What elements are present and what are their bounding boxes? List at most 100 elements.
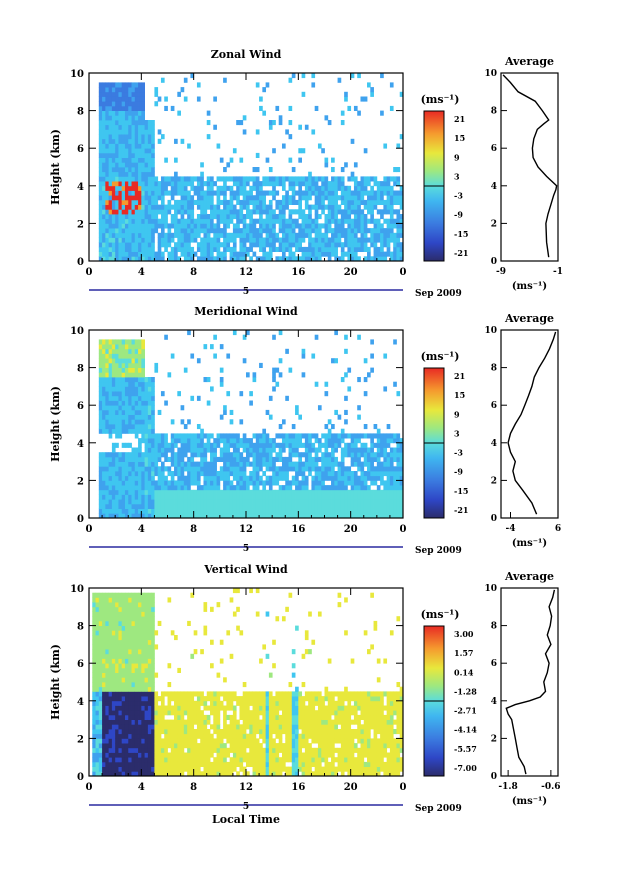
heatmap-cell (102, 696, 106, 702)
heatmap-cell (108, 503, 113, 509)
heatmap-cell (174, 442, 178, 448)
heatmap-cell (167, 372, 172, 378)
heatmap-cell (157, 409, 162, 415)
heatmap-cell (154, 508, 159, 514)
heatmap-cell (108, 167, 113, 173)
heatmap-cell (128, 686, 132, 692)
heatmap-cell (311, 251, 316, 257)
heatmap-cell (105, 639, 110, 645)
heatmap-cell (160, 696, 165, 702)
heatmap-cell (252, 251, 257, 257)
heatmap-cell (108, 124, 113, 130)
heatmap-cell (190, 513, 195, 519)
heatmap-cell (108, 395, 113, 401)
heatmap-cell (373, 223, 378, 229)
heatmap-cell (147, 743, 152, 749)
heatmap-cell (144, 475, 149, 481)
heatmap-cell (128, 377, 132, 383)
heatmap-cell (268, 242, 273, 248)
heatmap-cell (124, 134, 129, 140)
heatmap-cell (223, 214, 227, 220)
heatmap-cell (360, 494, 365, 500)
heatmap-cell (92, 733, 96, 739)
heatmap-cell (121, 176, 126, 182)
heatmap-cell (92, 714, 96, 720)
heatmap-cell (298, 485, 302, 491)
heatmap-cell (353, 513, 358, 519)
heatmap-cell (331, 167, 335, 173)
heatmap-cell (138, 475, 142, 481)
heatmap-cell (121, 700, 126, 706)
heatmap-cell (249, 199, 253, 205)
heatmap-cell (344, 433, 348, 439)
heatmap-cell (151, 414, 155, 420)
heatmap-cell (131, 466, 136, 472)
heatmap-cell (295, 508, 299, 514)
heatmap-cell (334, 499, 338, 505)
heatmap-cell (174, 214, 178, 220)
heatmap-cell (363, 358, 368, 364)
heatmap-cell (124, 185, 129, 191)
heatmap-cell (111, 171, 116, 177)
heatmap-cell (151, 489, 155, 495)
heatmap-cell (108, 461, 113, 467)
heatmap-cell (124, 757, 129, 763)
heatmap-cell (147, 471, 152, 477)
heatmap-cell (281, 246, 286, 252)
heatmap-cell (115, 752, 119, 758)
heatmap-cell (154, 761, 159, 767)
heatmap-cell (118, 120, 123, 126)
heatmap-cell (334, 447, 338, 453)
heatmap-cell (331, 433, 335, 439)
heatmap-cell (118, 658, 123, 664)
heatmap-cell (154, 513, 159, 519)
heatmap-cell (177, 199, 181, 205)
heatmap-cell (246, 232, 250, 238)
heatmap-cell (160, 719, 165, 725)
heatmap-cell (108, 667, 113, 673)
x-tick-label: 12 (239, 524, 253, 535)
heatmap-cell (281, 228, 286, 234)
heatmap-cell (108, 428, 113, 434)
heatmap-cell (102, 630, 106, 636)
heatmap-cell (98, 199, 103, 205)
heatmap-cell (164, 209, 168, 215)
heatmap-cell (219, 214, 224, 220)
heatmap-cell (360, 246, 365, 252)
heatmap-cell (249, 508, 253, 514)
heatmap-cell (321, 508, 325, 514)
heatmap-cell (147, 452, 152, 458)
heatmap-cell (115, 724, 119, 730)
heatmap-cell (164, 237, 168, 243)
heatmap-cell (331, 199, 335, 205)
heatmap-cell (360, 485, 365, 491)
heatmap-cell (105, 503, 110, 509)
heatmap-cell (160, 771, 165, 777)
heatmap-cell (350, 199, 355, 205)
heatmap-cell (196, 499, 201, 505)
heatmap-cell (308, 461, 312, 467)
heatmap-cell (105, 96, 110, 102)
heatmap-cell (383, 190, 388, 196)
heatmap-cell (105, 204, 110, 210)
heatmap-cell (331, 358, 335, 364)
heatmap-cell (131, 766, 136, 772)
heatmap-cell (131, 176, 136, 182)
heatmap-cell (108, 663, 113, 669)
heatmap-cell (350, 452, 355, 458)
heatmap-cell (138, 124, 142, 130)
heatmap-cell (340, 489, 345, 495)
heatmap-cell (98, 686, 103, 692)
heatmap-cell (105, 747, 110, 753)
heatmap-cell (105, 82, 110, 88)
heatmap-cell (334, 485, 338, 491)
heatmap-cell (340, 428, 345, 434)
heatmap-cell (344, 237, 348, 243)
heatmap-cell (141, 428, 145, 434)
heatmap-cell (108, 400, 113, 406)
heatmap-cell (138, 743, 142, 749)
heatmap-cell (115, 386, 119, 392)
heatmap-cell (131, 339, 136, 345)
heatmap-cell (213, 447, 217, 453)
heatmap-cell (255, 489, 260, 495)
